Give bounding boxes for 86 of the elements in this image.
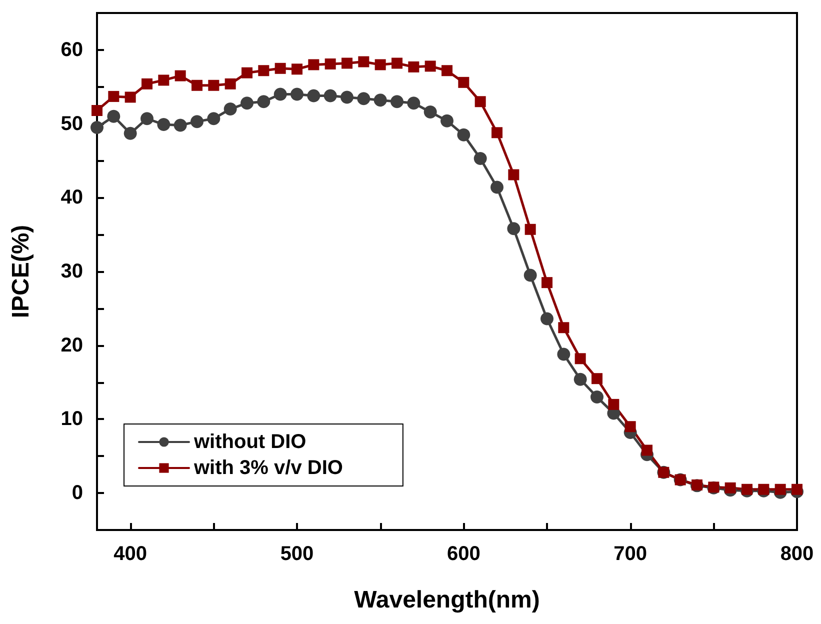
point xyxy=(274,88,287,101)
point xyxy=(307,89,320,102)
y-tick-label: 10 xyxy=(60,408,83,430)
y-tick-label: 0 xyxy=(72,482,83,504)
point xyxy=(474,152,487,165)
point xyxy=(574,372,587,386)
point xyxy=(257,95,270,108)
point xyxy=(424,105,437,118)
point xyxy=(142,78,152,90)
point xyxy=(190,115,204,128)
point xyxy=(407,96,420,110)
point xyxy=(508,169,520,180)
point xyxy=(92,104,102,116)
point xyxy=(524,268,537,282)
point xyxy=(174,70,186,82)
point xyxy=(90,120,104,134)
point xyxy=(608,398,620,410)
point xyxy=(108,90,120,102)
point xyxy=(792,484,802,495)
point xyxy=(242,67,252,78)
y-tick-label: 60 xyxy=(60,38,83,61)
point xyxy=(340,90,354,104)
point xyxy=(524,224,536,235)
point xyxy=(224,78,236,90)
y-tick-label: 50 xyxy=(60,112,83,135)
point xyxy=(590,390,604,404)
point xyxy=(457,128,470,142)
x-tick-label: 800 xyxy=(780,543,814,565)
point xyxy=(557,348,570,361)
point xyxy=(292,64,302,75)
point xyxy=(358,56,370,68)
point xyxy=(558,322,570,334)
point xyxy=(157,118,170,132)
point xyxy=(374,94,387,107)
point xyxy=(324,89,337,102)
point xyxy=(440,114,454,128)
point xyxy=(224,102,237,116)
point xyxy=(158,74,170,86)
point xyxy=(507,222,520,236)
x-tick-label: 700 xyxy=(614,543,648,565)
point xyxy=(542,277,552,288)
point xyxy=(490,180,504,194)
point xyxy=(207,112,220,126)
point xyxy=(174,118,187,132)
point xyxy=(390,95,404,108)
point xyxy=(308,59,320,70)
y-tick-label: 20 xyxy=(60,334,83,356)
point xyxy=(758,484,770,495)
point xyxy=(774,484,786,495)
point xyxy=(408,61,420,72)
x-tick-label: 600 xyxy=(446,543,480,565)
point xyxy=(124,126,137,140)
y-tick-label: 30 xyxy=(60,260,83,282)
point xyxy=(724,482,736,494)
legend-label: without DIO xyxy=(193,431,306,453)
point xyxy=(424,60,436,72)
point xyxy=(574,353,586,364)
point xyxy=(742,484,752,495)
point xyxy=(624,421,636,432)
point xyxy=(107,110,120,123)
point xyxy=(240,96,254,110)
point xyxy=(290,88,304,101)
point xyxy=(342,58,352,69)
x-tick-label: 500 xyxy=(280,543,314,565)
y-axis-title: IPCE(%) xyxy=(8,224,34,318)
point xyxy=(540,312,554,326)
x-axis-title: Wavelength(nm) xyxy=(354,586,540,614)
y-tick-label: 40 xyxy=(60,186,83,209)
point xyxy=(192,80,202,91)
point xyxy=(324,58,336,70)
point xyxy=(357,92,370,106)
point xyxy=(140,112,154,126)
legend-label: with 3% v/v DIO xyxy=(193,457,343,479)
point xyxy=(458,76,470,88)
point xyxy=(642,444,652,456)
point xyxy=(474,96,486,108)
point xyxy=(374,59,386,70)
point xyxy=(258,65,270,76)
point xyxy=(492,127,502,138)
point xyxy=(274,62,286,74)
point xyxy=(392,58,402,69)
point xyxy=(124,92,136,103)
point xyxy=(592,373,602,384)
point xyxy=(442,65,452,76)
point xyxy=(208,80,220,91)
x-tick-label: 400 xyxy=(114,543,148,565)
